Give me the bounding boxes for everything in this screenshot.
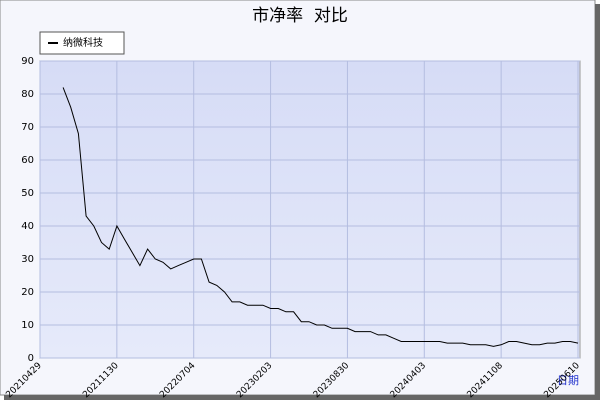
y-tick-label: 60 [21, 155, 34, 166]
y-tick-label: 90 [21, 56, 34, 67]
x-axis-label: 日期 [557, 374, 579, 387]
y-tick-label: 0 [28, 353, 34, 364]
line-series [62, 87, 579, 347]
y-tick-label: 40 [21, 221, 34, 232]
plot-area [39, 60, 581, 359]
y-tick-label: 80 [21, 89, 34, 100]
frame-shadow [595, 4, 600, 400]
legend [39, 31, 125, 55]
legend-label: 纳微科技 [63, 36, 103, 49]
chart-title: 市净率 对比 [252, 6, 348, 26]
y-tick-label: 30 [21, 254, 34, 265]
y-tick-label: 10 [21, 320, 34, 331]
frame-shadow [4, 395, 600, 400]
y-tick-label: 50 [21, 188, 34, 199]
y-tick-label: 70 [21, 122, 34, 133]
y-tick-label: 20 [21, 287, 34, 298]
